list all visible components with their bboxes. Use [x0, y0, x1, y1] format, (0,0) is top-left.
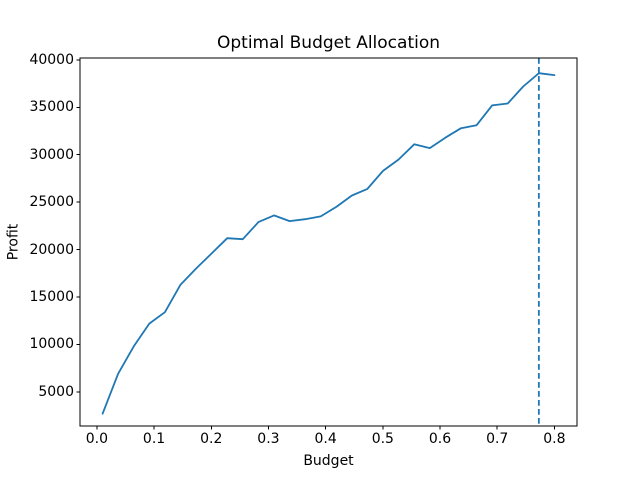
- x-tick-label: 0.3: [257, 431, 280, 447]
- profit-line: [101, 72, 556, 415]
- y-tick-label: 10000: [29, 336, 74, 353]
- y-tick-label: 35000: [29, 99, 74, 116]
- y-tick-label: 30000: [29, 146, 74, 163]
- x-tick-label: 0.4: [314, 431, 337, 447]
- y-tick-label: 15000: [29, 289, 74, 305]
- chart-title: Optimal Budget Allocation: [216, 33, 441, 53]
- x-tick-label: 0.1: [142, 431, 166, 447]
- x-axis-label: Budget: [303, 453, 354, 469]
- y-tick-label: 25000: [29, 194, 74, 211]
- y-tick-label: 5000: [38, 383, 74, 400]
- x-tick-label: 0.6: [428, 431, 452, 447]
- x-tick-label: 0.7: [486, 431, 509, 447]
- y-tick-label: 20000: [29, 241, 74, 258]
- x-tick-label: 0.8: [543, 431, 566, 447]
- y-tick-label: 40000: [29, 51, 74, 68]
- x-tick-label: 0.5: [371, 431, 394, 447]
- x-tick-label: 0.0: [85, 431, 108, 447]
- axes-frame: [79, 57, 578, 427]
- x-tick-label: 0.2: [200, 431, 223, 447]
